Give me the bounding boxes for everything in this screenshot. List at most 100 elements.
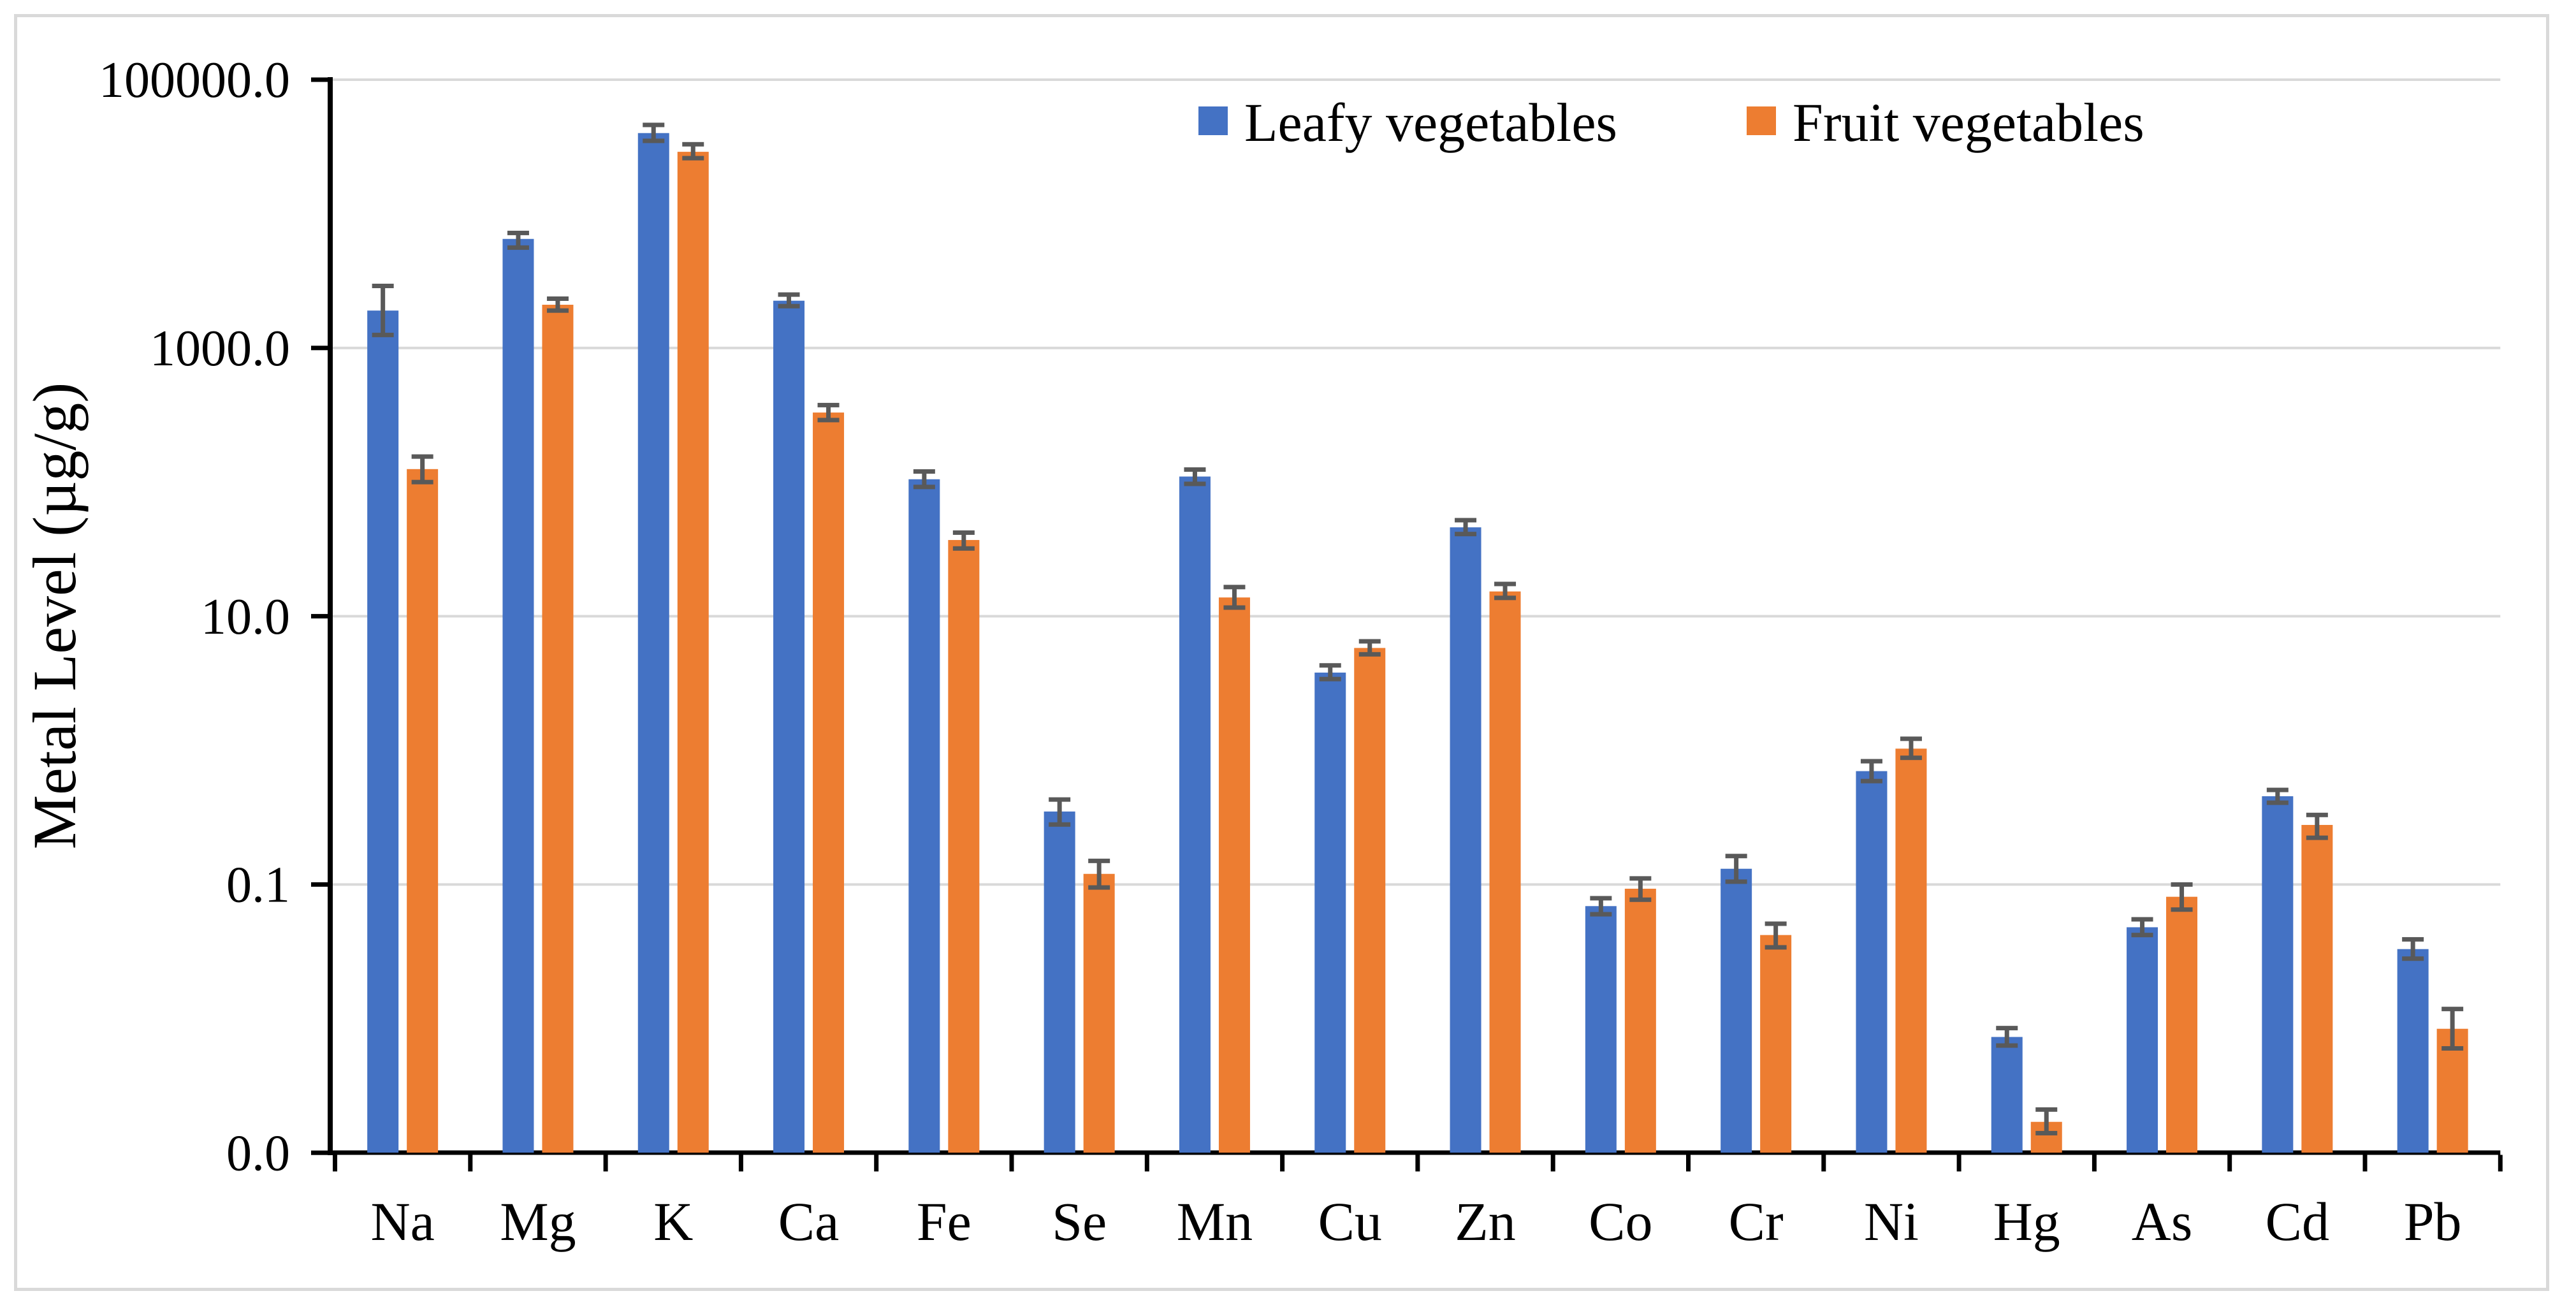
error-bar-leafy-zn [1455,518,1477,537]
error-bar-stem [1503,583,1508,598]
y-axis-tick-label-1000.0: 1000.0 [150,321,290,377]
x-axis-label-fe: Fe [917,1191,971,1252]
x-axis-tick-5 [1009,1155,1014,1172]
error-bar-cap-bottom [1319,676,1341,682]
error-bar-cap-top [2131,917,2153,922]
error-bar-cap-bottom [2171,907,2193,912]
error-bar-cap-bottom [643,138,665,143]
bar-leafy-ca [773,300,805,1153]
error-bar-cap-bottom [1860,778,1882,784]
error-bar-fruit-ca [817,402,840,423]
error-bar-leafy-ni [1860,759,1882,784]
error-bar-fruit-co [1629,876,1652,902]
bar-leafy-fe [908,479,940,1153]
error-bar-stem [2275,790,2280,803]
error-bar-cap-top [1590,896,1612,901]
error-bar-leafy-ca [778,292,800,309]
x-axis-tick-14 [2227,1155,2232,1172]
error-bar-cap-top [1900,736,1922,741]
error-bars [372,122,2464,1135]
bar-fruit-cd [2301,824,2333,1153]
legend: Leafy vegetables Fruit vegetables [1198,92,2144,153]
error-bar-cap-bottom [1455,532,1477,537]
error-bar-stem [2450,1009,2455,1049]
x-axis-tick-13 [2092,1155,2097,1172]
error-bar-cap-bottom [372,332,394,337]
bar-leafy-mn [1179,476,1211,1153]
bar-leafy-pb [2397,949,2429,1153]
x-axis-tick-9 [1550,1155,1555,1172]
error-bar-cap-bottom [913,485,935,490]
gridline-1000.0 [328,346,2501,349]
y-axis-tick-labels: 100000.0 1000.0 10.0 0.1 0.0 [99,52,290,1181]
error-bar-stem [787,295,792,307]
error-bar-cap-bottom [2131,933,2153,938]
x-axis-label-se: Se [1052,1191,1107,1252]
x-axis-tick-1 [468,1155,473,1172]
x-axis-tick-0 [333,1155,337,1172]
error-bar-cap-bottom [952,546,975,551]
x-axis-label-mg: Mg [500,1191,576,1252]
x-axis-label-pb: Pb [2404,1191,2462,1252]
error-bar-stem [1598,898,1603,915]
error-bar-stem [1057,799,1062,825]
error-bar-stem [1638,878,1643,900]
x-axis-label-na: Na [371,1191,435,1252]
error-bar-cap-bottom [2266,800,2289,805]
error-bar-cap-bottom [778,303,800,309]
bar-fruit-co [1624,889,1656,1153]
error-bar-fruit-fe [952,530,975,551]
bar-fruit-se [1083,873,1115,1153]
error-bar-cap-top [1455,518,1477,523]
x-axis-label-cr: Cr [1729,1191,1784,1252]
error-bar-cap-top [1494,581,1517,587]
x-axis-tick-11 [1821,1155,1826,1172]
error-bar-stem [1869,761,1874,782]
y-axis-tick-10.0 [311,614,328,619]
error-bar-stem [555,298,560,311]
bar-fruit-cr [1760,935,1792,1153]
x-axis-label-hg: Hg [1993,1191,2060,1252]
error-bar-fruit-pb [2441,1007,2464,1051]
error-bar-stem [961,532,966,549]
error-bar-cap-bottom [1358,652,1381,657]
error-bar-cap-top [411,454,433,459]
y-axis-tick-label-0.1: 0.1 [226,857,290,914]
error-bar-cap-bottom [1184,481,1206,486]
error-bar-cap-bottom [1049,822,1071,827]
error-bar-cap-top [1088,858,1110,863]
error-bar-stem [2179,884,2185,910]
error-bar-cap-top [1223,585,1246,590]
error-bar-stem [1232,587,1237,608]
error-bar-leafy-cd [2266,787,2289,805]
error-bar-cap-top [1184,467,1206,472]
error-bar-fruit-k [682,142,704,161]
bar-leafy-cd [2262,796,2294,1153]
legend-label-leafy: Leafy vegetables [1244,92,1617,153]
error-bar-leafy-cu [1319,663,1341,682]
error-bar-leafy-k [643,122,665,143]
bar-fruit-zn [1489,591,1521,1153]
y-axis-tick-0.0 [311,1150,328,1155]
error-bar-fruit-zn [1494,581,1517,601]
error-bar-leafy-na [372,284,394,337]
gridline-10.0 [328,615,2501,618]
bar-fruit-fe [948,540,980,1153]
error-bar-cap-top [2266,787,2289,792]
error-bar-stem [2315,815,2320,838]
y-axis-title: Metal Level (µg/g) [20,383,89,849]
error-bar-cap-bottom [1494,595,1517,601]
error-bar-cap-bottom [817,418,840,423]
legend-label-fruit: Fruit vegetables [1793,92,2144,153]
bar-leafy-k [637,133,669,1153]
error-bar-stem [1773,923,1779,947]
error-bar-cap-top [507,230,529,235]
error-bar-stem [690,144,695,159]
error-bar-stem [1328,665,1333,680]
x-axis-tick-7 [1280,1155,1285,1172]
x-axis-tick-10 [1686,1155,1691,1172]
legend-swatch-fruit-icon [1747,106,1776,135]
error-bar-cap-top [1049,797,1071,802]
bar-fruit-na [407,469,439,1153]
